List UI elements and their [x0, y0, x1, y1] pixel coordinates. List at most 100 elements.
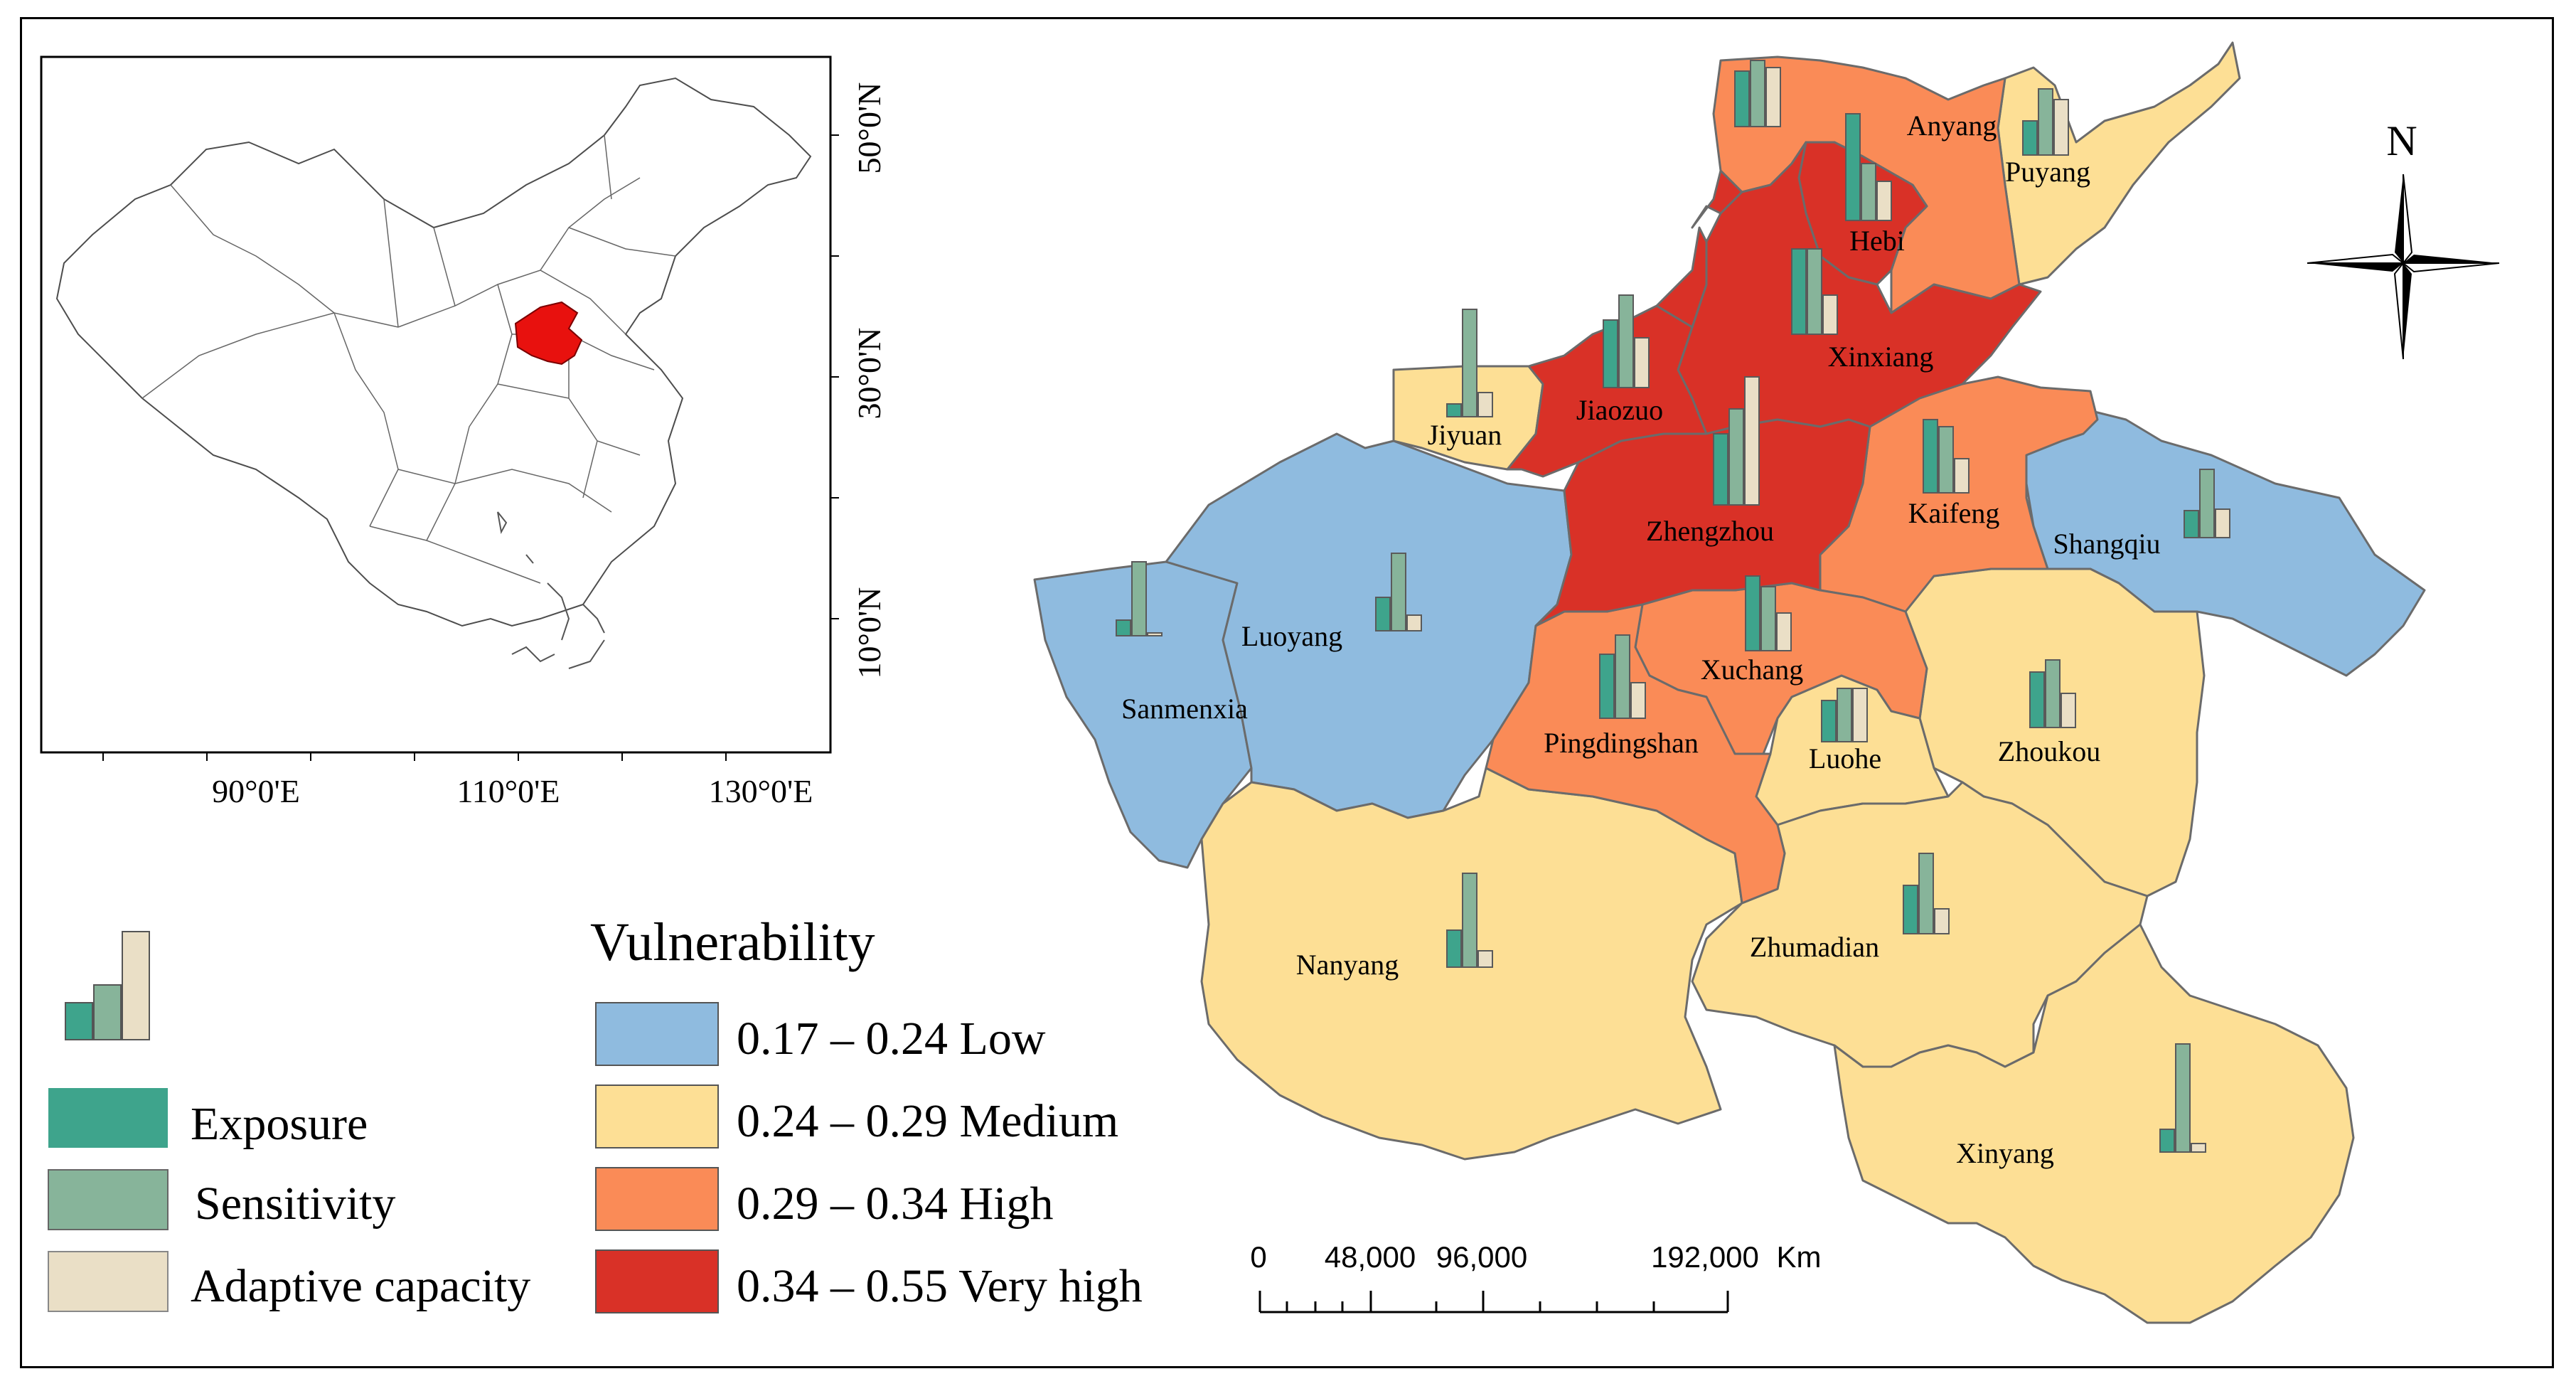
label-luohe: Luohe — [1809, 742, 1881, 774]
label-luoyang: Luoyang — [1241, 620, 1342, 652]
scale-tick-192000: 192,000 — [1651, 1240, 1759, 1274]
bars-pingdingshan — [1599, 634, 1646, 719]
region-jiaozuo-north — [1655, 226, 1708, 329]
legend-label-exposure: Exposure — [191, 1098, 368, 1150]
bar-nanyang-sensitivity — [1462, 873, 1477, 968]
legend-label-adaptive: Adaptive capacity — [191, 1260, 530, 1312]
legend-swatch-adaptive — [48, 1251, 169, 1312]
bars-anyang — [1734, 60, 1781, 127]
vuln-swatch-high — [595, 1167, 719, 1231]
bars-luohe — [1821, 688, 1868, 742]
vuln-label-low: 0.17 – 0.24 Low — [737, 1013, 1046, 1065]
bars-nanyang — [1446, 873, 1493, 968]
bars-sanmenxia — [1116, 561, 1163, 636]
city-labels: Anyang Puyang Hebi Xinxiang Jiyuan Jiaoz… — [1121, 110, 2160, 1169]
vuln-swatch-medium — [595, 1084, 719, 1148]
label-xinyang: Xinyang — [1956, 1137, 2054, 1169]
label-jiyuan: Jiyuan — [1428, 419, 1502, 451]
bar-luoyang-exposure — [1375, 597, 1391, 631]
label-zhumadian: Zhumadian — [1750, 931, 1879, 963]
north-arrow-e-light — [2401, 262, 2500, 273]
label-puyang: Puyang — [2005, 156, 2090, 188]
region-xinxiang-west — [1691, 169, 1743, 229]
label-xinxiang: Xinxiang — [1828, 341, 1934, 373]
bar-pingdingshan-adaptive — [1630, 682, 1646, 719]
bar-nanyang-adaptive — [1477, 950, 1493, 968]
bars-zhengzhou — [1713, 376, 1760, 506]
vuln-swatch-very-high — [595, 1249, 719, 1313]
bars-hebi — [1845, 113, 1892, 221]
bar-zhengzhou-exposure — [1713, 433, 1728, 506]
region-zhoukou — [1904, 567, 2206, 897]
bar-zhoukou-adaptive — [2061, 693, 2076, 728]
region-zhengzhou — [1534, 418, 1871, 627]
vuln-label-medium: 0.24 – 0.29 Medium — [737, 1095, 1118, 1147]
vuln-label-high: 0.29 – 0.34 High — [737, 1178, 1054, 1230]
bar-anyang-adaptive — [1765, 67, 1781, 127]
bars-xuchang — [1745, 575, 1792, 651]
bars-jiyuan — [1446, 309, 1493, 417]
bar-shangqiu-adaptive — [2215, 508, 2230, 538]
north-label: N — [2386, 117, 2417, 164]
scale-bar: 0 48,000 96,000 192,000 Km — [1250, 1240, 1822, 1313]
bar-jiyuan-adaptive — [1477, 392, 1493, 417]
scale-bar-line — [1258, 1291, 1729, 1313]
bar-jiyuan-sensitivity — [1462, 309, 1477, 417]
label-sanmenxia: Sanmenxia — [1121, 693, 1248, 725]
scale-tick-48000: 48,000 — [1325, 1240, 1416, 1274]
bar-zhumadian-sensitivity — [1918, 853, 1934, 934]
north-arrow-w-light — [2307, 253, 2405, 264]
bars-shangqiu — [2184, 469, 2230, 538]
bar-zhengzhou-adaptive — [1744, 376, 1760, 506]
label-pingdingshan: Pingdingshan — [1544, 727, 1699, 759]
bar-kaifeng-adaptive — [1954, 458, 1970, 494]
north-arrow: N — [2307, 117, 2500, 360]
north-arrow-w-dark — [2307, 263, 2403, 272]
north-arrow-n-dark — [2395, 174, 2403, 263]
bar-pingdingshan-exposure — [1599, 654, 1615, 719]
bar-luohe-sensitivity — [1837, 688, 1852, 742]
north-arrow-n-light — [2403, 174, 2413, 265]
label-kaifeng: Kaifeng — [1908, 497, 2000, 529]
bar-anyang-exposure — [1734, 70, 1750, 127]
bar-hebi-exposure — [1845, 113, 1861, 221]
lon-label-3: 130°0'E — [709, 773, 813, 809]
bar-shangqiu-exposure — [2184, 510, 2199, 538]
bar-xuchang-exposure — [1745, 575, 1760, 651]
lat-label-2: 30°0'N — [851, 328, 887, 420]
legend-swatch-exposure — [48, 1088, 168, 1148]
bar-zhengzhou-sensitivity — [1728, 408, 1744, 506]
lon-label-2: 110°0'E — [456, 773, 560, 809]
bar-xinyang-sensitivity — [2175, 1043, 2191, 1153]
bars-jiaozuo — [1603, 294, 1650, 388]
bar-xinxiang-sensitivity — [1807, 248, 1822, 335]
henan-map — [1033, 41, 2426, 1324]
bars-puyang — [2022, 88, 2069, 156]
north-arrow-e-dark — [2403, 255, 2499, 263]
vulnerability-legend: Vulnerability 0.17 – 0.24 Low 0.24 – 0.2… — [590, 912, 1143, 1313]
label-jiaozuo: Jiaozuo — [1576, 394, 1663, 426]
legend-label-sensitivity: Sensitivity — [195, 1178, 395, 1230]
bar-anyang-sensitivity — [1750, 60, 1765, 127]
bar-zhumadian-exposure — [1903, 885, 1918, 934]
legend-sample-sensitivity-bar — [93, 984, 122, 1040]
label-hebi: Hebi — [1849, 225, 1905, 257]
scale-tick-96000: 96,000 — [1436, 1240, 1527, 1274]
bar-nanyang-exposure — [1446, 929, 1462, 968]
bar-jiaozuo-sensitivity — [1618, 294, 1634, 388]
bar-sanmenxia-exposure — [1116, 619, 1131, 636]
figure-frame — [20, 17, 2554, 1368]
bar-xinxiang-exposure — [1791, 248, 1807, 335]
bar-puyang-exposure — [2022, 120, 2038, 156]
bar-zhoukou-sensitivity — [2045, 659, 2061, 728]
label-anyang: Anyang — [1907, 110, 1997, 142]
bar-xuchang-adaptive — [1776, 612, 1792, 651]
bars-zhoukou — [2029, 659, 2076, 728]
label-shangqiu: Shangqiu — [2053, 528, 2160, 560]
henan-highlight — [514, 301, 583, 366]
region-xinyang — [1833, 923, 2355, 1324]
bar-hebi-adaptive — [1876, 181, 1892, 221]
bar-kaifeng-sensitivity — [1938, 426, 1954, 494]
bar-jiaozuo-exposure — [1603, 319, 1618, 388]
